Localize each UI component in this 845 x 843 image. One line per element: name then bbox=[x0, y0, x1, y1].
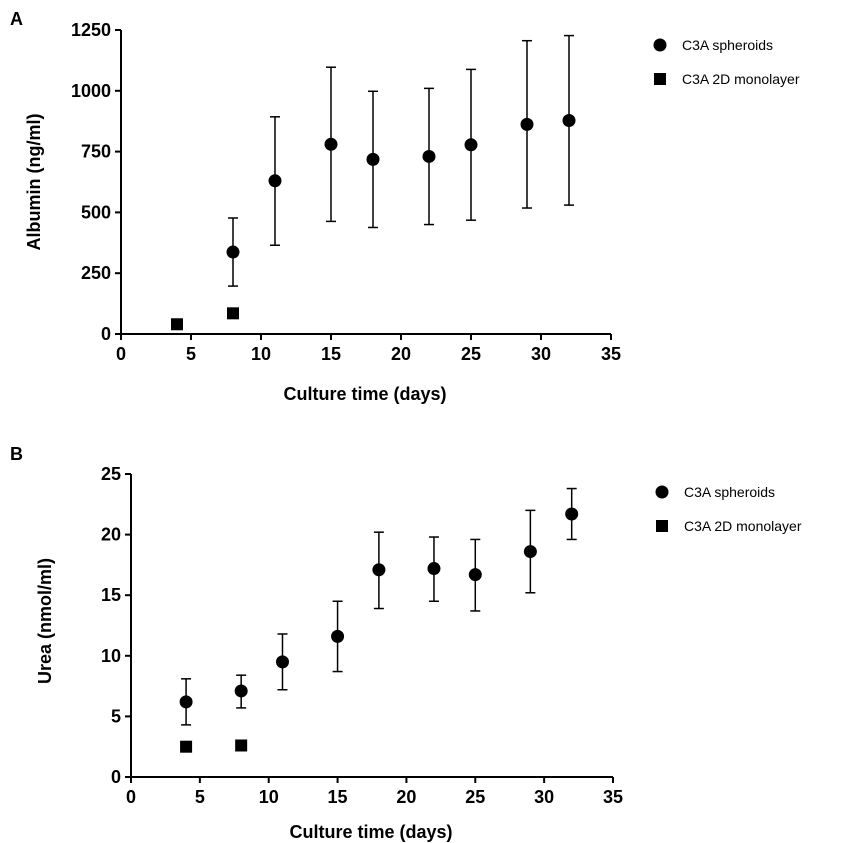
panel-b-y-tick-label: 5 bbox=[111, 706, 121, 726]
panel-a-monolayer-point bbox=[171, 318, 183, 331]
panel-a-legend: C3A spheroids C3A 2D monolayer bbox=[653, 37, 800, 87]
panel-b-spheroid-point bbox=[275, 655, 289, 669]
panel-b-x-tick-label: 35 bbox=[603, 787, 623, 807]
panel-a-spheroid-point bbox=[562, 113, 576, 127]
panel-b-spheroid-point bbox=[372, 563, 386, 577]
panel-b-spheroid-point bbox=[234, 684, 248, 698]
panel-a-legend-circle-marker bbox=[653, 38, 667, 52]
panel-b-x-axis-title: Culture time (days) bbox=[289, 822, 452, 842]
panel-a-y-tick-label: 750 bbox=[81, 142, 111, 162]
panel-b-x-tick-label: 30 bbox=[534, 787, 554, 807]
panel-a-x-tick-label: 10 bbox=[251, 344, 271, 364]
panel-b-legend-label: C3A 2D monolayer bbox=[684, 518, 802, 534]
panel-b-spheroid-point bbox=[179, 695, 193, 709]
panel-a-axes: 0 250 500 750 1000 1250 0 5 10 15 20 25 30 35 bbox=[71, 20, 621, 364]
panel-a-error-bars bbox=[228, 34, 574, 287]
panel-a-y-tick-label: 0 bbox=[101, 324, 111, 344]
panel-a-y-axis-title: Albumin (ng/ml) bbox=[24, 114, 44, 251]
panel-letter-b: B bbox=[10, 444, 23, 464]
panel-a-x-axis-title: Culture time (days) bbox=[283, 384, 446, 404]
panel-a-spheroid-point bbox=[520, 117, 534, 131]
panel-b-x-tick-label: 10 bbox=[259, 787, 279, 807]
panel-b-legend-square-marker bbox=[656, 520, 668, 532]
panel-b: B 0 5 10 15 20 25 0 5 10 15 20 25 30 35 C3A spheroids… bbox=[10, 444, 802, 842]
panel-b-legend-circle-marker bbox=[655, 485, 669, 499]
panel-b-spheroid-point bbox=[331, 629, 345, 643]
panel-b-x-tick-label: 25 bbox=[465, 787, 485, 807]
panel-a-y-tick-label: 500 bbox=[81, 202, 111, 222]
panel-a-spheroid-point bbox=[422, 149, 436, 163]
panel-b-markers bbox=[179, 507, 579, 753]
panel-a-x-tick-label: 35 bbox=[601, 344, 621, 364]
panel-a-x-tick-label: 30 bbox=[531, 344, 551, 364]
panel-a-spheroid-point bbox=[464, 138, 478, 152]
panel-b-y-tick-label: 15 bbox=[101, 585, 121, 605]
panel-letter-a: A bbox=[10, 9, 23, 29]
panel-a-spheroid-point bbox=[268, 174, 282, 188]
panel-a-spheroid-point bbox=[366, 152, 380, 166]
panel-b-spheroid-point bbox=[523, 545, 537, 559]
panel-b-y-axis-title: Urea (nmol/ml) bbox=[35, 558, 55, 684]
panel-b-x-tick-label: 5 bbox=[195, 787, 205, 807]
panel-a-legend-square-marker bbox=[654, 73, 666, 85]
panel-b-monolayer-point bbox=[180, 740, 193, 753]
panel-a-y-tick-label: 1000 bbox=[71, 81, 111, 101]
panel-a-spheroid-point bbox=[324, 137, 338, 151]
panel-b-y-tick-label: 20 bbox=[101, 525, 121, 545]
panel-a-y-tick-label: 250 bbox=[81, 263, 111, 283]
panel-b-y-tick-label: 0 bbox=[111, 767, 121, 787]
panel-b-spheroid-point bbox=[427, 562, 441, 576]
panel-b-x-tick-label: 15 bbox=[328, 787, 348, 807]
panel-b-spheroid-point bbox=[565, 507, 579, 521]
panel-a-x-tick-label: 0 bbox=[116, 344, 126, 364]
panel-a-monolayer-point bbox=[227, 307, 239, 320]
panel-a-legend-label: C3A 2D monolayer bbox=[682, 71, 800, 87]
panel-a-x-tick-label: 25 bbox=[461, 344, 481, 364]
panel-a-legend-label: C3A spheroids bbox=[682, 37, 773, 53]
panel-a-spheroid-point bbox=[226, 245, 240, 259]
panel-a-markers bbox=[171, 113, 576, 331]
panel-a-x-tick-label: 20 bbox=[391, 344, 411, 364]
panel-b-y-tick-label: 10 bbox=[101, 646, 121, 666]
panel-b-legend: C3A spheroids C3A 2D monolayer bbox=[655, 484, 802, 534]
panel-b-x-tick-label: 20 bbox=[396, 787, 416, 807]
panel-b-legend-label: C3A spheroids bbox=[684, 484, 775, 500]
panel-b-spheroid-point bbox=[468, 568, 482, 582]
panel-b-x-tick-label: 0 bbox=[126, 787, 136, 807]
panel-b-y-tick-label: 25 bbox=[101, 464, 121, 484]
panel-a-x-tick-label: 5 bbox=[186, 344, 196, 364]
panel-a-y-tick-label: 1250 bbox=[71, 20, 111, 40]
panel-b-monolayer-point bbox=[235, 739, 248, 752]
panel-a: A 0 250 500 750 1000 1250 0 5 10 15 20 25 30 35 C3A s… bbox=[10, 9, 800, 404]
panel-b-axes: 0 5 10 15 20 25 0 5 10 15 20 25 30 35 bbox=[101, 464, 623, 807]
panel-a-x-tick-label: 15 bbox=[321, 344, 341, 364]
